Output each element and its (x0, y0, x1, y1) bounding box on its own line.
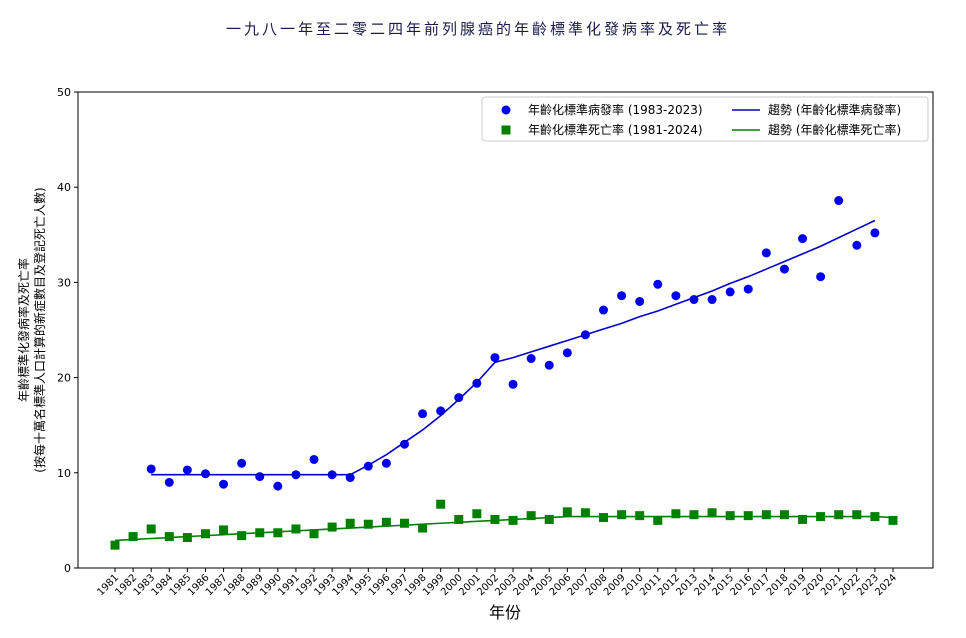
data-point (273, 528, 283, 538)
data-point (237, 531, 247, 541)
data-point (761, 248, 771, 258)
y-tick-label: 0 (64, 562, 71, 575)
data-point (562, 348, 572, 358)
data-point (707, 508, 717, 518)
y-axis-label-line: 年齡標準化發病率及死亡率 (16, 258, 31, 402)
data-point (490, 353, 500, 363)
data-point (345, 518, 355, 528)
legend-label: 趨勢 (年齡化標準病發率) (768, 102, 901, 117)
data-point (671, 291, 681, 301)
data-point (635, 511, 645, 521)
data-point (436, 499, 446, 509)
data-point (834, 196, 844, 206)
data-point (255, 472, 265, 482)
data-point (725, 287, 735, 297)
data-point (834, 510, 844, 520)
data-point (635, 296, 645, 306)
y-tick-label: 30 (57, 276, 71, 289)
data-point (327, 522, 337, 532)
trend-line (151, 219, 876, 476)
data-point (526, 511, 536, 521)
data-point (580, 508, 590, 518)
data-point (128, 532, 138, 542)
data-point (182, 465, 192, 475)
data-point (309, 529, 319, 539)
data-point (779, 264, 789, 274)
data-point (798, 514, 808, 524)
chart-title: 一九八一年至二零二四年前列腺癌的年齡標準化發病率及死亡率 (226, 20, 730, 38)
x-tick-label: 2024 (873, 572, 899, 598)
data-point (381, 517, 391, 527)
data-point (599, 305, 609, 315)
data-point (164, 477, 174, 487)
y-tick-label: 10 (57, 467, 71, 480)
y-tick-label: 20 (57, 372, 71, 385)
y-tick-label: 50 (57, 86, 71, 99)
data-point (363, 519, 373, 529)
y-axis-label-line: (按每十萬名標準人口計算的新症數目及登記死亡人數) (32, 187, 47, 472)
data-point (237, 458, 247, 468)
data-point (852, 240, 862, 250)
data-point (707, 295, 717, 305)
data-point (472, 509, 482, 519)
trend-line (114, 515, 894, 542)
data-point (888, 515, 898, 525)
legend-label: 趨勢 (年齡化標準死亡率) (768, 122, 901, 137)
data-point (562, 507, 572, 517)
data-point (617, 510, 627, 520)
data-point (816, 272, 826, 282)
data-point (182, 533, 192, 543)
data-point (418, 523, 428, 533)
data-point (870, 228, 880, 238)
data-point (617, 291, 627, 301)
plot-frame (77, 91, 934, 569)
data-point (526, 354, 536, 364)
data-point (146, 464, 156, 474)
data-point (689, 510, 699, 520)
data-point (381, 458, 391, 468)
data-point (798, 234, 808, 244)
legend-marker (501, 105, 511, 115)
legend-marker (501, 125, 511, 135)
legend-box (481, 96, 929, 142)
data-point (399, 439, 409, 449)
y-axis-label: 年齡標準化發病率及死亡率 (按每十萬名標準人口計算的新症數目及登記死亡人數) (16, 187, 47, 472)
data-point (779, 510, 789, 520)
data-point (653, 515, 663, 525)
data-point (273, 481, 283, 491)
data-point (490, 514, 500, 524)
data-point (164, 532, 174, 542)
data-point (291, 524, 301, 534)
data-point (508, 515, 518, 525)
legend-label: 年齡化標準死亡率 (1981-2024) (528, 122, 703, 137)
y-tick-label: 40 (57, 181, 71, 194)
data-point (653, 279, 663, 289)
data-point (725, 511, 735, 521)
data-point (671, 509, 681, 519)
data-point (544, 514, 554, 524)
data-point (399, 518, 409, 528)
data-point (200, 529, 210, 539)
x-axis-label: 年份 (489, 603, 521, 622)
data-point (146, 524, 156, 534)
data-point (219, 479, 229, 489)
legend-label: 年齡化標準病發率 (1983-2023) (528, 102, 703, 117)
data-point (761, 510, 771, 520)
data-point (219, 525, 229, 535)
data-point (309, 454, 319, 464)
data-point (743, 511, 753, 521)
data-point (110, 540, 120, 550)
data-point (454, 514, 464, 524)
data-point (743, 284, 753, 294)
data-point (544, 360, 554, 370)
data-point (599, 513, 609, 523)
data-point (436, 406, 446, 416)
data-point (200, 469, 210, 479)
data-point (454, 393, 464, 403)
data-point (852, 510, 862, 520)
data-point (508, 379, 518, 389)
data-point (418, 409, 428, 419)
